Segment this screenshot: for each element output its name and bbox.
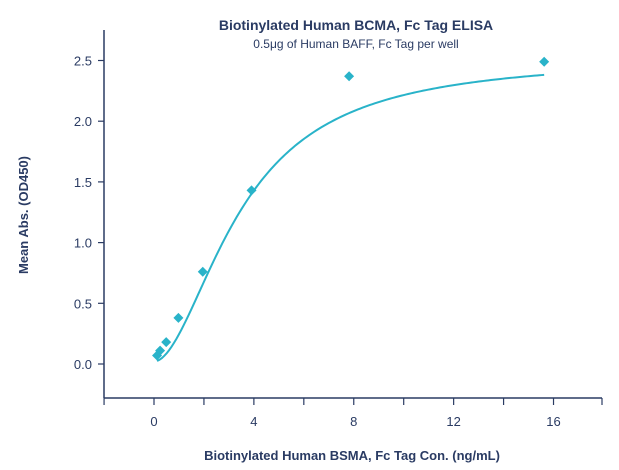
y-tick-label: 1.0 xyxy=(74,236,92,251)
data-point xyxy=(344,71,355,82)
x-tick-label: 12 xyxy=(446,414,460,429)
data-point xyxy=(173,312,184,323)
y-tick-label: 0.5 xyxy=(74,296,92,311)
x-tick-label: 8 xyxy=(350,414,357,429)
data-point xyxy=(246,185,257,196)
chart-title: Biotinylated Human BCMA, Fc Tag ELISA xyxy=(219,17,493,33)
y-tick-label: 2.0 xyxy=(74,114,92,129)
data-point xyxy=(539,56,550,67)
x-tick-label: 0 xyxy=(150,414,157,429)
chart-subtitle: 0.5μg of Human BAFF, Fc Tag per well xyxy=(253,37,458,51)
x-tick-label: 4 xyxy=(250,414,257,429)
data-points xyxy=(152,56,550,361)
data-point xyxy=(155,345,166,356)
data-point xyxy=(197,266,208,277)
y-tick-label: 2.5 xyxy=(74,54,92,69)
y-tick-label: 1.5 xyxy=(74,175,92,190)
fit-curve xyxy=(156,73,545,362)
y-ticks: 0.0 0.5 1.0 1.5 2.0 2.5 xyxy=(74,54,104,372)
x-axis-title: Biotinylated Human BSMA, Fc Tag Con. (ng… xyxy=(204,448,500,463)
x-tick-label: 16 xyxy=(546,414,560,429)
data-point xyxy=(161,337,172,348)
y-axis-title: Mean Abs. (OD450) xyxy=(16,156,31,274)
x-ticks: 0 4 8 12 16 xyxy=(103,398,603,429)
y-tick-label: 0.0 xyxy=(74,357,92,372)
